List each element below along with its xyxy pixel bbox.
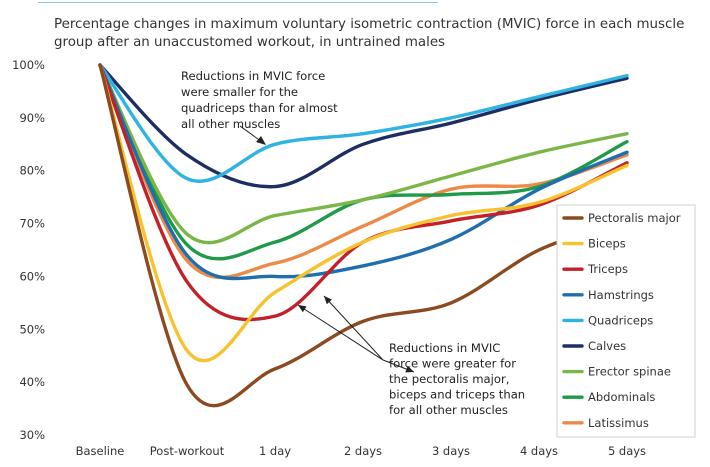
x-tick-label: 2 days — [344, 444, 382, 458]
legend: Pectoralis major Biceps Triceps Hamstrings Q… — [556, 204, 696, 438]
annotation-text-line: biceps and triceps than — [389, 388, 525, 402]
legend-label: Calves — [588, 339, 626, 353]
series-line-hamstrings — [98, 63, 629, 281]
x-tick-label: 4 days — [520, 444, 558, 458]
legend-label: Pectoralis major — [588, 211, 681, 225]
annotation-text-line: quadriceps than for almost — [181, 101, 338, 115]
top-rule — [38, 2, 438, 3]
annotation-arrowhead — [256, 136, 266, 145]
annotation-text-line: Reductions in MVIC — [389, 341, 500, 355]
annotation-text-line: Reductions in MVIC force — [181, 69, 325, 83]
annotation-arrowhead — [405, 365, 414, 373]
y-tick-label: 30% — [19, 428, 45, 442]
legend-label: Triceps — [587, 262, 628, 276]
annotation-text-line: were smaller for the — [181, 85, 298, 99]
y-tick-label: 100% — [12, 58, 45, 72]
annotation-arrow-line — [323, 295, 384, 361]
annotation-text-line: the pectoralis major, — [389, 372, 509, 386]
y-tick-label: 50% — [19, 322, 45, 336]
series-line-abdominals — [98, 63, 629, 261]
series-line-pectoralis-major — [98, 63, 629, 408]
annotation-arrowhead — [324, 296, 332, 305]
legend-label: Latissimus — [588, 416, 649, 430]
legend-label: Quadriceps — [588, 313, 653, 327]
annotation-upper-body: Reductions in MVIC force were greater for… — [389, 341, 525, 417]
y-tick-label: 90% — [19, 111, 45, 125]
chart-title-line-1: Percentage changes in maximum voluntary … — [54, 17, 685, 32]
y-tick-label: 80% — [19, 164, 45, 178]
annotation-arrow-line — [297, 304, 384, 361]
annotation-text-line: for all other muscles — [389, 403, 508, 417]
series-line-erector-spinae — [98, 63, 629, 245]
series-line-quadriceps — [98, 63, 629, 183]
x-tick-label: Post-workout — [150, 444, 225, 458]
y-tick-label: 70% — [19, 217, 45, 231]
annotation-quadriceps: Reductions in MVIC force were smaller for… — [181, 69, 338, 131]
annotation-arrowhead — [298, 305, 307, 313]
series-line-triceps — [98, 63, 629, 322]
y-tick-label: 60% — [19, 269, 45, 283]
series-line-latissimus — [98, 63, 629, 280]
legend-label: Hamstrings — [588, 288, 654, 302]
chart-title-line-2: group after an unaccustomed workout, in … — [54, 35, 446, 50]
x-tick-label: 5 days — [608, 444, 646, 458]
y-tick-label: 40% — [19, 375, 45, 389]
annotation-text-line: all other muscles — [181, 117, 280, 131]
annotation-text-line: force were greater for — [389, 357, 516, 371]
chart-title: Percentage changes in maximum voluntary … — [54, 16, 694, 52]
legend-label: Biceps — [588, 237, 626, 251]
x-tick-label: 3 days — [432, 444, 470, 458]
x-tick-label: 1 day — [259, 444, 291, 458]
series-line-calves — [98, 63, 629, 189]
legend-label: Erector spinae — [588, 365, 671, 379]
x-tick-label: Baseline — [76, 444, 125, 458]
legend-label: Abdominals — [588, 390, 655, 404]
series-line-biceps — [98, 63, 629, 363]
